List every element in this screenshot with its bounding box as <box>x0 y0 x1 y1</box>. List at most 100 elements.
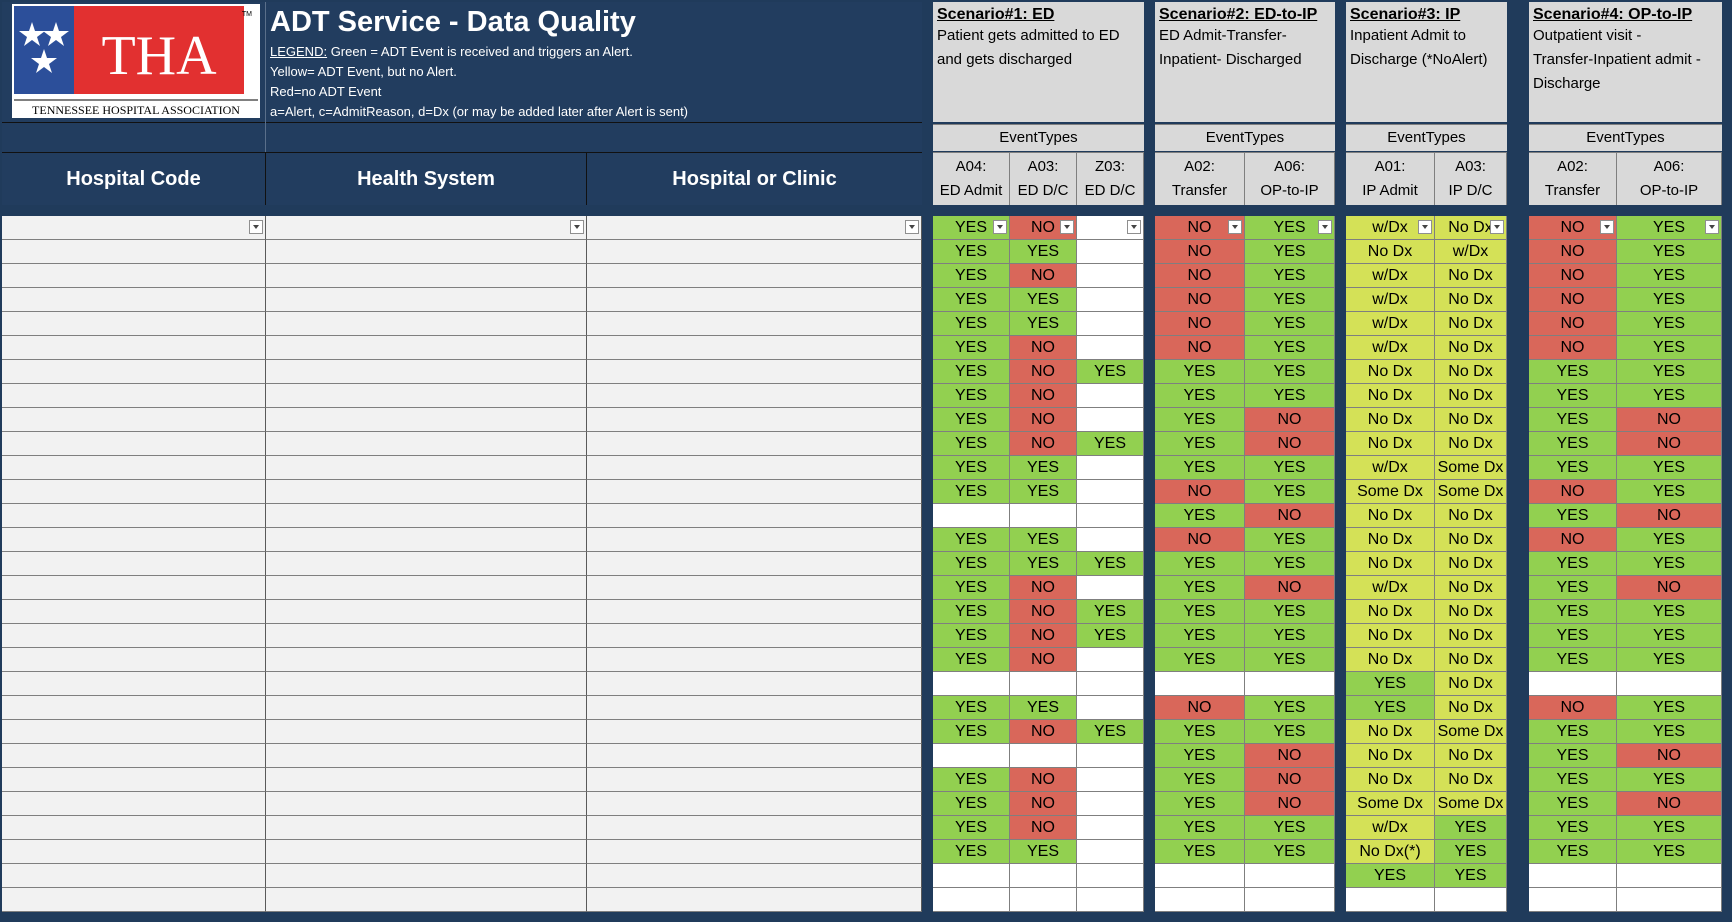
filter-dropdown-icon[interactable] <box>570 220 584 234</box>
table-cell <box>266 672 587 696</box>
cell-value: NO <box>1031 410 1055 428</box>
table-cell: YES <box>1155 384 1245 408</box>
filter-dropdown-icon[interactable] <box>1705 220 1719 234</box>
table-cell: YES <box>1155 576 1245 600</box>
cell-value: No Dx <box>1448 554 1493 572</box>
table-cell: YES <box>1529 840 1617 864</box>
cell-value: NO <box>1277 746 1302 764</box>
table-cell: YES <box>1245 264 1335 288</box>
event-code: A04: <box>955 158 987 175</box>
table-cell <box>933 744 1010 768</box>
cell-value: YES <box>1183 554 1216 572</box>
filter-dropdown-icon[interactable] <box>993 220 1007 234</box>
filter-dropdown-icon[interactable] <box>1600 220 1614 234</box>
table-cell <box>1077 288 1144 312</box>
cell-value: No Dx <box>1367 770 1413 788</box>
event-name: ED Admit <box>939 182 1003 199</box>
filter-cell[interactable] <box>266 216 587 240</box>
filter-cell[interactable]: NO <box>1529 216 1617 240</box>
filter-cell[interactable]: YES <box>933 216 1010 240</box>
table-cell <box>2 336 266 360</box>
cell-value: YES <box>1273 842 1306 860</box>
cell-value: YES <box>1652 458 1685 476</box>
event-column-header[interactable]: A01: IP Admit <box>1346 152 1435 205</box>
filter-dropdown-icon[interactable] <box>1418 220 1432 234</box>
cell-value: YES <box>1183 602 1216 620</box>
cell-value: w/Dx <box>1372 338 1408 356</box>
cell-value: YES <box>1273 626 1306 644</box>
table-cell: YES <box>1529 744 1617 768</box>
table-cell: NO <box>1155 696 1245 720</box>
cell-value: YES <box>1556 506 1589 524</box>
filter-cell[interactable] <box>1077 216 1144 240</box>
event-column-header[interactable]: A06: OP-to-IP <box>1245 152 1335 205</box>
table-cell <box>587 576 922 600</box>
table-cell: NO <box>1010 432 1077 456</box>
table-cell <box>1077 792 1144 816</box>
filter-cell[interactable]: YES <box>1617 216 1722 240</box>
filter-cell[interactable]: NO <box>1010 216 1077 240</box>
filter-dropdown-icon[interactable] <box>905 220 919 234</box>
table-cell: No Dx <box>1346 600 1435 624</box>
table-cell: YES <box>1245 720 1335 744</box>
filter-dropdown-icon[interactable] <box>1318 220 1332 234</box>
table-cell: YES <box>1245 240 1335 264</box>
table-cell <box>266 264 587 288</box>
table-cell: YES <box>1155 792 1245 816</box>
cell-value: YES <box>1183 650 1216 668</box>
event-column-header[interactable]: A02: Transfer <box>1155 152 1245 205</box>
event-types-header: EventTypes <box>1529 124 1722 151</box>
event-column-header[interactable]: A02: Transfer <box>1529 152 1617 205</box>
table-cell: YES <box>1155 600 1245 624</box>
table-cell: w/Dx <box>1346 816 1435 840</box>
filter-dropdown-icon[interactable] <box>1490 220 1504 234</box>
table-cell: YES <box>1245 552 1335 576</box>
table-cell <box>266 384 587 408</box>
event-column-header[interactable]: Z03: ED D/C <box>1077 152 1144 205</box>
column-header-health-system[interactable]: Health System <box>266 152 587 205</box>
column-header-hospital-code[interactable]: Hospital Code <box>2 152 266 205</box>
event-name: Transfer <box>1544 182 1601 199</box>
table-cell: No Dx <box>1346 720 1435 744</box>
table-cell: No Dx <box>1435 528 1507 552</box>
filter-cell[interactable]: YES <box>1245 216 1335 240</box>
cell-value: YES <box>1652 242 1685 260</box>
event-code: A06: <box>1653 158 1685 175</box>
table-cell: YES <box>1529 720 1617 744</box>
cell-value: Some Dx <box>1437 722 1504 740</box>
cell-value: YES <box>1556 626 1589 644</box>
cell-value: YES <box>954 722 987 740</box>
table-cell: No Dx <box>1435 288 1507 312</box>
filter-dropdown-icon[interactable] <box>249 220 263 234</box>
filter-cell[interactable] <box>2 216 266 240</box>
cell-value: YES <box>1373 698 1406 716</box>
filter-dropdown-icon[interactable] <box>1228 220 1242 234</box>
filter-cell[interactable] <box>587 216 922 240</box>
filter-dropdown-icon[interactable] <box>1127 220 1141 234</box>
cell-value: YES <box>1183 770 1216 788</box>
cell-value: No Dx <box>1367 746 1413 764</box>
table-cell: YES <box>1435 864 1507 888</box>
cell-value: No Dx <box>1448 266 1493 284</box>
table-cell <box>266 792 587 816</box>
event-column-header[interactable]: A03: ED D/C <box>1010 152 1077 205</box>
table-cell: YES <box>1617 720 1722 744</box>
table-cell: YES <box>1245 840 1335 864</box>
table-cell: YES <box>1245 336 1335 360</box>
subheader-divider <box>265 122 266 152</box>
table-cell: No Dx <box>1435 264 1507 288</box>
filter-cell[interactable]: No Dx <box>1435 216 1507 240</box>
event-column-header[interactable]: A03: IP D/C <box>1435 152 1507 205</box>
filter-cell[interactable]: NO <box>1155 216 1245 240</box>
svg-text:THA: THA <box>101 25 217 87</box>
filter-dropdown-icon[interactable] <box>1060 220 1074 234</box>
table-cell <box>266 360 587 384</box>
event-column-header[interactable]: A06: OP-to-IP <box>1617 152 1722 205</box>
column-header-hospital-or-clinic[interactable]: Hospital or Clinic <box>587 152 922 205</box>
event-name: IP Admit <box>1362 182 1418 199</box>
filter-cell[interactable]: w/Dx <box>1346 216 1435 240</box>
event-column-header[interactable]: A04: ED Admit <box>933 152 1010 205</box>
table-cell: No Dx <box>1435 312 1507 336</box>
scenario-title: Scenario#4: OP-to-IP <box>1533 6 1693 23</box>
cell-value: NO <box>1277 578 1302 596</box>
